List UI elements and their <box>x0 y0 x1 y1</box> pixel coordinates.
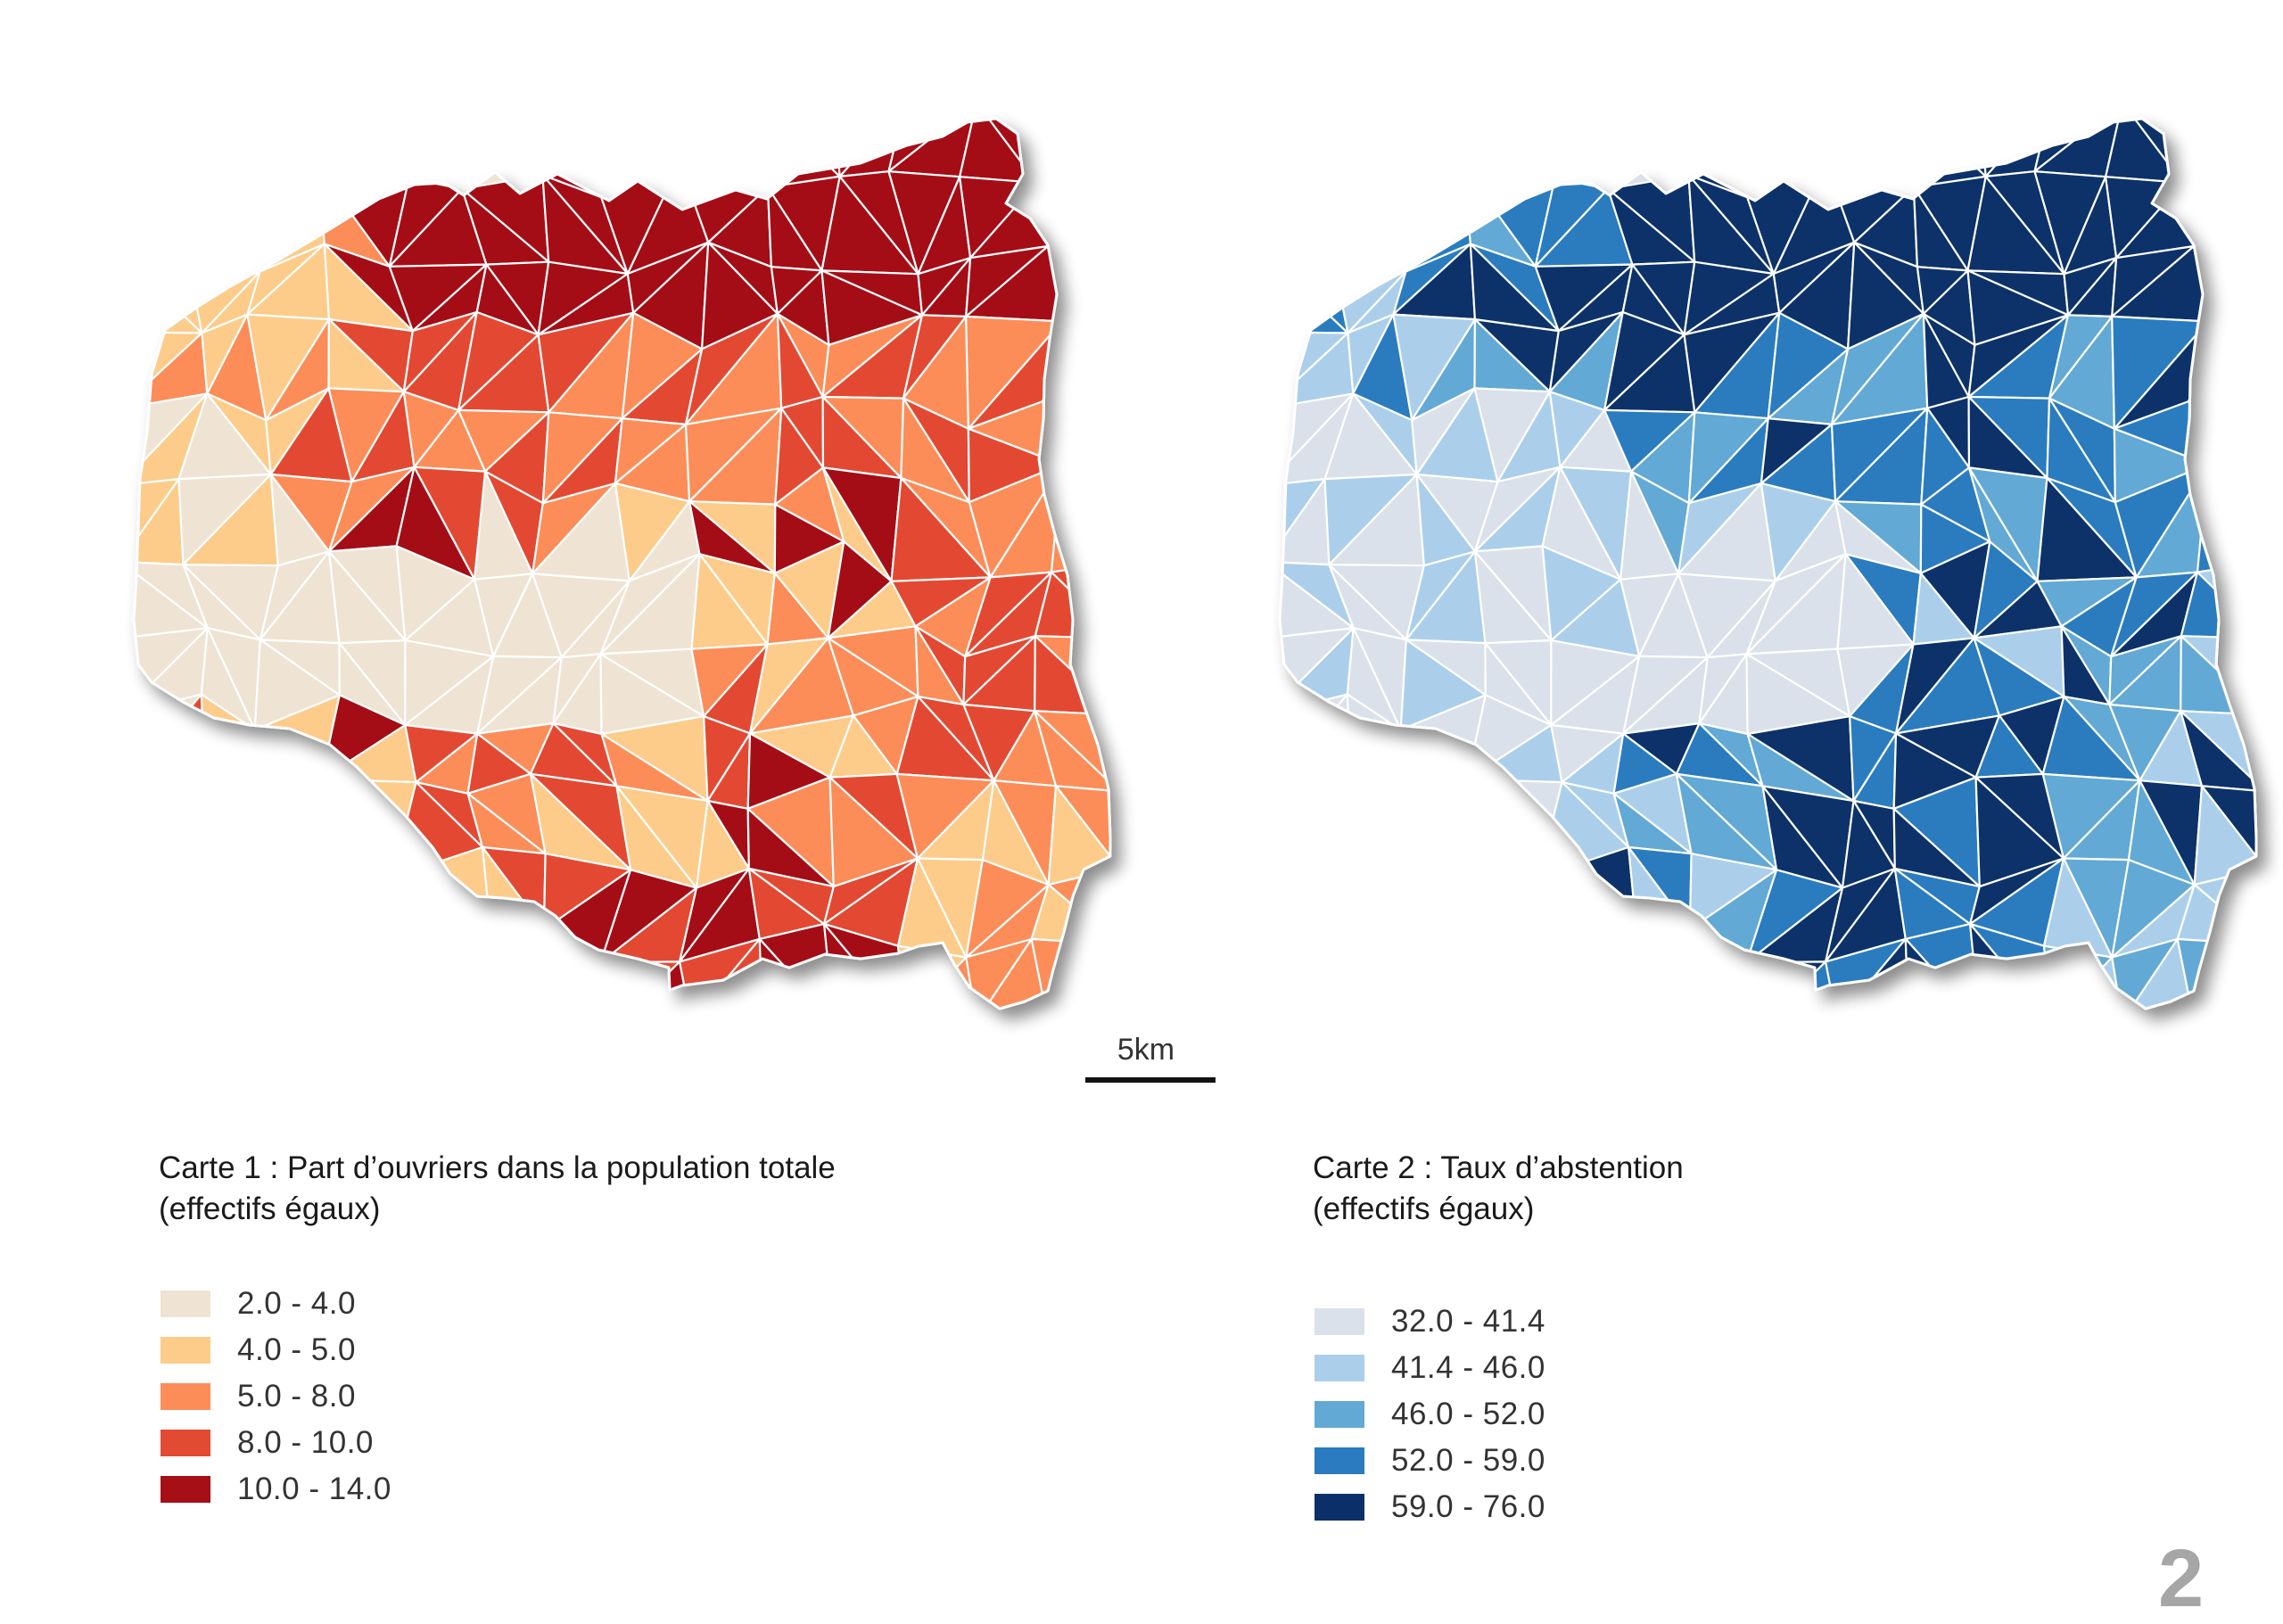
commune-polygon <box>2206 408 2256 487</box>
map-2-title-line1: Carte 2 : Taux d’abstention <box>1313 1150 1684 1185</box>
legend-swatch <box>161 1430 210 1456</box>
commune-polygon <box>2188 331 2256 410</box>
commune-polygon <box>134 693 208 804</box>
legend-swatch <box>161 1476 210 1503</box>
commune-polygon <box>2206 463 2256 564</box>
commune-polygon <box>896 944 968 1009</box>
page-number: 2 <box>2158 1533 2205 1624</box>
legend-swatch <box>1315 1494 1364 1521</box>
commune-polygon <box>958 119 1038 184</box>
legend-swatch <box>1315 1308 1364 1335</box>
legend-item: 4.0 - 5.0 <box>161 1327 391 1373</box>
commune-polygon <box>2049 956 2124 1009</box>
commune-polygon <box>1280 693 1354 804</box>
legend-item: 52.0 - 59.0 <box>1315 1438 1545 1484</box>
commune-polygon <box>2042 944 2114 1009</box>
map-carte-2 <box>1278 117 2258 1010</box>
legend-item: 10.0 - 14.0 <box>161 1466 391 1513</box>
commune-polygon <box>2188 320 2256 403</box>
department-border <box>132 117 1112 1010</box>
legend-item: 32.0 - 41.4 <box>1315 1298 1545 1345</box>
commune-polygon <box>1764 119 1839 164</box>
commune-polygon <box>1907 119 1987 177</box>
commune-polygon <box>903 956 978 1009</box>
commune-polygon <box>761 119 841 177</box>
map-2-title-line2: (effectifs égaux) <box>1313 1191 1535 1226</box>
scale-bar-label: 5km <box>1117 1033 1175 1067</box>
commune-polygon <box>2176 937 2256 1009</box>
map-1-title: Carte 1 : Part d’ouvriers dans la popula… <box>159 1148 836 1230</box>
map-2-title: Carte 2 : Taux d’abstention (effectifs é… <box>1313 1148 1684 1230</box>
commune-polygon <box>618 119 693 164</box>
commune-polygon <box>1042 400 1110 466</box>
legend-item: 59.0 - 76.0 <box>1315 1484 1545 1530</box>
commune-polygon <box>1046 944 1110 1009</box>
commune-polygon <box>2180 635 2256 716</box>
legend-label: 8.0 - 10.0 <box>237 1425 374 1460</box>
legend-label: 41.4 - 46.0 <box>1391 1350 1545 1385</box>
commune-polygon <box>134 693 202 793</box>
legend-swatch <box>161 1290 210 1317</box>
scale-bar <box>1085 1077 1216 1083</box>
commune-polygon <box>1060 408 1110 487</box>
commune-polygon <box>1350 729 1425 804</box>
map-1-title-line1: Carte 1 : Part d’ouvriers dans la popula… <box>159 1150 836 1185</box>
commune-polygon <box>758 922 836 1009</box>
commune-polygon <box>1334 184 1407 273</box>
communes-layer <box>134 119 1110 1009</box>
legend-label: 52.0 - 59.0 <box>1391 1443 1545 1478</box>
commune-polygon <box>1030 937 1110 1009</box>
commune-polygon <box>2188 400 2256 466</box>
commune-polygon <box>1034 635 1110 716</box>
legend-label: 5.0 - 8.0 <box>237 1379 356 1414</box>
commune-polygon <box>2192 944 2256 1009</box>
commune-polygon <box>1399 729 1469 796</box>
legend-label: 46.0 - 52.0 <box>1391 1397 1545 1431</box>
legend-label: 59.0 - 76.0 <box>1391 1489 1545 1524</box>
legend-label: 2.0 - 4.0 <box>237 1286 356 1321</box>
department-border <box>1278 117 2258 1010</box>
commune-polygon <box>1466 778 1563 878</box>
commune-polygon <box>1280 254 1349 334</box>
legend-swatch <box>1315 1447 1364 1474</box>
legend-swatch <box>1315 1355 1364 1381</box>
commune-polygon <box>2176 883 2256 946</box>
map-1-title-line2: (effectifs égaux) <box>159 1191 381 1226</box>
legend-swatch <box>161 1383 210 1410</box>
commune-polygon <box>1060 463 1110 564</box>
commune-polygon <box>1333 184 1395 273</box>
map-1-legend: 2.0 - 4.0 4.0 - 5.0 5.0 - 8.0 8.0 - 10.0… <box>161 1281 391 1513</box>
communes-layer <box>1280 119 2256 1009</box>
legend-label: 10.0 - 14.0 <box>237 1471 391 1506</box>
commune-polygon <box>187 184 249 273</box>
commune-polygon <box>1042 320 1110 403</box>
legend-item: 8.0 - 10.0 <box>161 1420 391 1466</box>
commune-polygon <box>1042 331 1110 410</box>
commune-polygon <box>253 729 323 796</box>
legend-item: 41.4 - 46.0 <box>1315 1345 1545 1391</box>
legend-item: 2.0 - 4.0 <box>161 1281 391 1327</box>
commune-polygon <box>188 184 261 273</box>
commune-polygon <box>2104 119 2184 184</box>
legend-item: 46.0 - 52.0 <box>1315 1391 1545 1438</box>
legend-label: 4.0 - 5.0 <box>237 1332 356 1367</box>
map-carte-1 <box>132 117 1112 1010</box>
commune-polygon <box>1280 693 1348 793</box>
legend-swatch <box>1315 1401 1364 1428</box>
commune-polygon <box>134 254 203 334</box>
legend-label: 32.0 - 41.4 <box>1391 1304 1545 1339</box>
legend-swatch <box>161 1337 210 1364</box>
commune-polygon <box>320 778 417 878</box>
commune-polygon <box>1904 922 1982 1009</box>
map-2-legend: 32.0 - 41.4 41.4 - 46.0 46.0 - 52.0 52.0… <box>1315 1298 1545 1530</box>
commune-polygon <box>1030 883 1110 946</box>
commune-polygon <box>204 729 279 804</box>
legend-item: 5.0 - 8.0 <box>161 1373 391 1420</box>
maps-canvas <box>132 117 2258 1010</box>
